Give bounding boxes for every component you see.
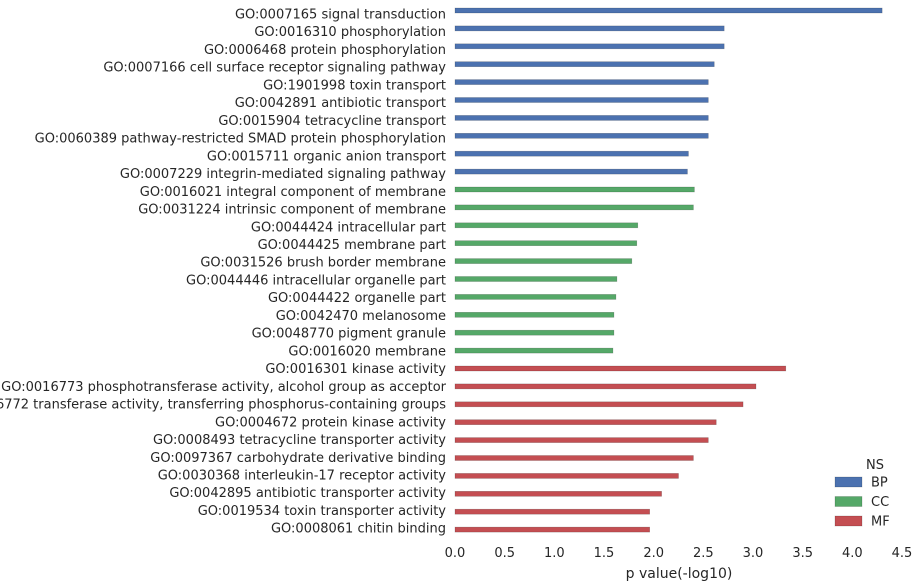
bar-9 xyxy=(454,150,689,157)
category-label-19: GO:0048770 pigment granule xyxy=(252,327,446,342)
category-label-8: GO:0060389 pathway-restricted SMAD prote… xyxy=(35,132,446,147)
legend-title: NS xyxy=(866,458,884,473)
bar-27 xyxy=(454,473,679,479)
bar-30 xyxy=(454,526,650,533)
category-label-7: GO:0015904 tetracycline transport xyxy=(218,114,446,129)
category-label-23: GO:0016772 transferase activity, transfe… xyxy=(0,398,446,413)
bar-23 xyxy=(454,401,744,408)
category-label-12: GO:0031224 intrinsic component of membra… xyxy=(138,203,446,218)
bar-5 xyxy=(454,79,709,85)
bar-25 xyxy=(454,437,709,443)
category-label-1: GO:0007165 signal transduction xyxy=(235,8,446,23)
bar-13 xyxy=(454,222,639,229)
category-label-20: GO:0016020 membrane xyxy=(288,344,446,359)
legend-swatch-cc xyxy=(834,496,863,507)
category-label-15: GO:0031526 brush border membrane xyxy=(200,256,446,271)
category-label-17: GO:0044422 organelle part xyxy=(268,291,446,306)
category-label-13: GO:0044424 intracellular part xyxy=(251,220,446,235)
x-axis-title: p value(-log10) xyxy=(626,566,733,582)
bar-22 xyxy=(454,383,757,390)
x-tick-label-5: 2.0 xyxy=(643,546,664,561)
category-label-26: GO:0097367 carbohydrate derivative bindi… xyxy=(150,451,446,466)
category-label-24: GO:0004672 protein kinase activity xyxy=(215,415,446,430)
bar-24 xyxy=(454,419,717,426)
category-label-2: GO:0016310 phosphorylation xyxy=(254,25,446,40)
bar-20 xyxy=(454,347,614,354)
bar-3 xyxy=(454,43,725,50)
x-tick-label-3: 1.0 xyxy=(544,546,565,561)
category-label-29: GO:0019534 toxin transporter activity xyxy=(198,504,447,519)
x-tick-label-2: 0.5 xyxy=(494,546,515,561)
bar-29 xyxy=(454,508,650,515)
category-label-16: GO:0044446 intracellular organelle part xyxy=(186,273,446,288)
category-label-9: GO:0015711 organic anion transport xyxy=(207,149,446,164)
x-tick-label-7: 3.0 xyxy=(743,546,764,561)
bar-16 xyxy=(454,276,618,282)
category-label-14: GO:0044425 membrane part xyxy=(258,238,446,253)
category-label-27: GO:0030368 interleukin-17 receptor activ… xyxy=(158,468,447,483)
bar-26 xyxy=(454,455,694,461)
category-labels: GO:0007165 signal transduction GO:0016310… xyxy=(0,8,447,537)
bar-15 xyxy=(454,258,633,264)
x-tick-label-9: 4.0 xyxy=(842,546,863,561)
category-label-5: GO:1901998 toxin transport xyxy=(263,78,446,93)
bar-28 xyxy=(454,490,662,497)
bar-8 xyxy=(454,133,709,139)
category-label-18: GO:0042470 melanosome xyxy=(276,309,446,324)
bar-18 xyxy=(454,311,615,318)
bar-4 xyxy=(454,61,715,68)
category-label-4: GO:0007166 cell surface receptor signali… xyxy=(103,61,446,76)
category-label-11: GO:0016021 integral component of membran… xyxy=(140,185,446,200)
bar-12 xyxy=(454,204,694,211)
bar-14 xyxy=(454,240,638,246)
bar-7 xyxy=(454,115,709,121)
bar-1 xyxy=(454,7,883,14)
category-label-21: GO:0016301 kinase activity xyxy=(265,362,446,377)
bar-2 xyxy=(454,25,725,32)
category-label-6: GO:0042891 antibiotic transport xyxy=(235,96,446,111)
x-tick-label-8: 3.5 xyxy=(792,546,813,561)
legend-swatch-bp xyxy=(834,476,863,488)
category-label-25: GO:0008493 tetracycline transporter acti… xyxy=(153,433,446,448)
legend-label-cc: CC xyxy=(871,495,889,510)
x-axis-ticks: 0.0 0.5 1.0 1.5 2.0 2.5 3.0 3.5 4.0 4.5 xyxy=(445,546,913,561)
x-tick-label-10: 4.5 xyxy=(892,546,913,561)
bar-11 xyxy=(454,186,695,193)
bar-6 xyxy=(454,97,709,103)
category-label-28: GO:0042895 antibiotic transporter activi… xyxy=(169,486,446,501)
bar-17 xyxy=(454,294,617,300)
category-label-22: GO:0016773 phosphotransferase activity, … xyxy=(1,380,446,395)
category-label-10: GO:0007229 integrin-mediated signaling p… xyxy=(120,167,446,182)
legend: NS BP CC MF xyxy=(834,458,890,530)
x-tick-label-1: 0.0 xyxy=(445,546,466,561)
category-label-30: GO:0008061 chitin binding xyxy=(271,522,446,537)
legend-label-mf: MF xyxy=(871,515,890,530)
x-tick-label-6: 2.5 xyxy=(693,546,714,561)
bar-10 xyxy=(454,168,688,175)
bar-21 xyxy=(454,365,787,372)
bar-19 xyxy=(454,329,615,336)
bars-layer xyxy=(454,7,883,533)
legend-swatch-mf xyxy=(834,515,863,527)
x-tick-label-4: 1.5 xyxy=(594,546,615,561)
legend-label-bp: BP xyxy=(871,476,888,491)
category-label-3: GO:0006468 protein phosphorylation xyxy=(204,43,446,58)
